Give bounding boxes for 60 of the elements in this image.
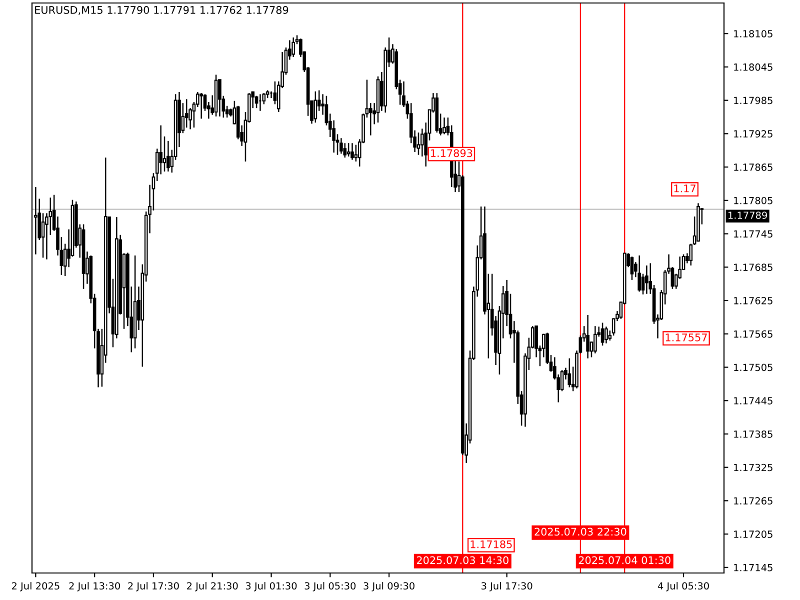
x-tick-label: 2 Jul 17:30 — [128, 582, 179, 592]
candlestick — [630, 256, 634, 281]
candlestick — [594, 325, 597, 354]
y-tick-label: 1.17565 — [734, 330, 772, 338]
y-tick-label: 1.18045 — [734, 63, 772, 71]
y-tick-label: 1.17265 — [734, 497, 772, 505]
candlestick — [166, 140, 170, 172]
candlestick — [181, 102, 185, 134]
ref-line-label: 1.17789 — [728, 212, 767, 219]
y-tick-label: 1.17205 — [734, 530, 772, 538]
chart-title: EURUSD,M15 1.17790 1.17791 1.17762 1.17789 — [35, 6, 288, 15]
x-tick-label: 2 Jul 2025 — [12, 582, 60, 592]
candlestick — [200, 92, 203, 120]
candlestick — [292, 36, 295, 58]
y-tick-label: 1.17505 — [734, 364, 772, 372]
annotation: 1.17557 — [666, 334, 707, 342]
candlestick — [420, 128, 424, 158]
candlestick — [41, 212, 45, 258]
x-tick-label: 3 Jul 09:30 — [364, 582, 414, 592]
candlestick — [162, 136, 166, 172]
candlestick — [416, 132, 420, 156]
y-tick-label: 1.17325 — [734, 464, 772, 472]
ref-line-label: 2025.07.03 22:30 — [534, 528, 626, 536]
y-tick-label: 1.17445 — [734, 397, 772, 404]
annotation: 1.17 — [674, 184, 696, 192]
candlestick — [350, 142, 354, 160]
ref-line-label: 2025.07.03 14:30 — [416, 556, 508, 564]
candlestick — [638, 254, 641, 292]
candlestick — [645, 264, 648, 294]
x-tick-label: 4 Jul 05:30 — [658, 582, 709, 592]
y-tick-label: 1.17805 — [734, 196, 772, 204]
y-tick-label: 1.17985 — [734, 96, 772, 104]
annotation: 1.17185 — [470, 540, 512, 548]
candlestick — [340, 138, 343, 154]
candlestick — [254, 95, 258, 109]
x-tick-label: 3 Jul 01:30 — [246, 582, 297, 592]
x-tick-label: 3 Jul 17:30 — [482, 582, 532, 592]
candlestick — [600, 322, 604, 346]
y-tick-label: 1.17745 — [734, 230, 772, 238]
y-tick-label: 1.17145 — [734, 564, 772, 572]
ref-line-label: 2025.07.04 01:30 — [578, 556, 670, 564]
x-tick-label: 3 Jul 05:30 — [304, 582, 356, 592]
candlestick — [346, 142, 350, 158]
y-tick-label: 1.17865 — [734, 164, 772, 171]
candlestick — [568, 358, 572, 388]
x-tick-label: 2 Jul 13:30 — [69, 582, 120, 592]
y-tick-label: 1.17685 — [734, 264, 772, 271]
candlestick — [604, 326, 608, 344]
y-tick-label: 1.18105 — [734, 30, 772, 38]
annotation: 1.17893 — [431, 149, 472, 158]
y-tick-label: 1.17625 — [734, 296, 772, 304]
candlestick — [159, 124, 162, 175]
candlestick — [314, 90, 318, 124]
candlestick — [273, 80, 277, 105]
x-tick-label: 2 Jul 21:30 — [187, 582, 238, 592]
candlestick — [586, 314, 590, 359]
y-tick-label: 1.17385 — [734, 430, 772, 438]
candlestick — [442, 116, 446, 135]
y-tick-label: 1.17925 — [734, 130, 772, 138]
candlestick — [368, 102, 372, 136]
